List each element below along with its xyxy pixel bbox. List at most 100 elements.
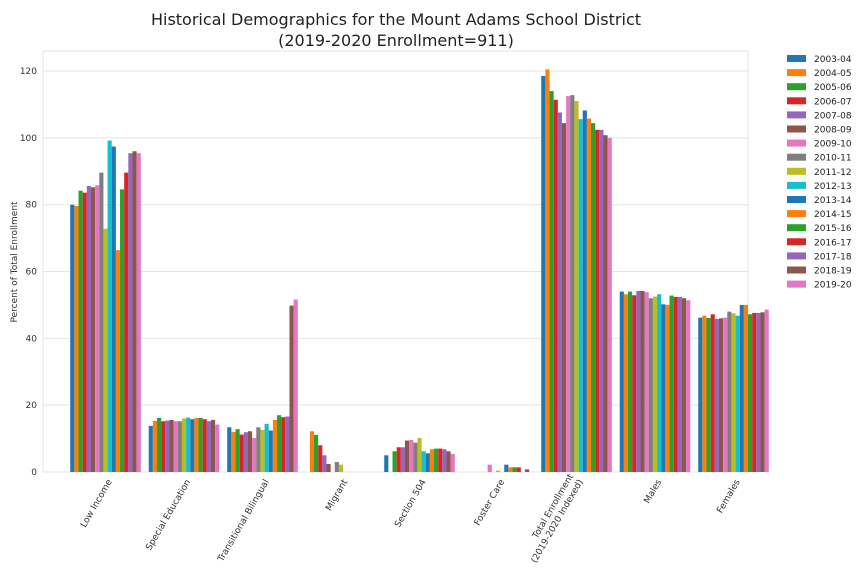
bar-2015-16-cat7 <box>669 295 674 472</box>
x-tick-label-line: Section 504 <box>393 478 429 530</box>
bar-2015-16-cat4 <box>434 448 439 472</box>
x-tick-label: Special Education <box>144 478 193 552</box>
bar-2016-17-cat8 <box>752 312 757 472</box>
bar-2013-14-cat1 <box>190 419 195 472</box>
bar-2016-17-cat0 <box>124 172 129 472</box>
legend-label: 2006-07 <box>814 97 852 107</box>
bar-2007-08-cat4 <box>400 447 405 472</box>
bar-2018-19-cat7 <box>681 298 687 472</box>
y-tick-labels: 0 20 40 60 80 100 120 <box>20 67 37 478</box>
bar-2015-16-cat2 <box>277 415 282 472</box>
bar-2008-09-cat0 <box>90 187 96 472</box>
bar-2017-18-cat8 <box>756 312 761 472</box>
bar-2017-18-cat7 <box>677 296 682 472</box>
y-axis-label: Percent of Total Enrollment <box>10 201 20 323</box>
bar-2013-14-cat4 <box>425 453 430 472</box>
bar-2016-17-cat5 <box>516 467 521 472</box>
bar-2003-04-cat6 <box>541 76 546 472</box>
x-tick-label: Males <box>643 478 665 506</box>
bar-2010-11-cat0 <box>99 172 104 472</box>
bar-2011-12-cat3 <box>338 464 344 472</box>
bar-2015-16-cat8 <box>748 314 753 472</box>
bars <box>70 69 769 473</box>
bar-2016-17-cat2 <box>281 417 286 472</box>
bar-2007-08-cat8 <box>714 318 719 472</box>
bar-2016-17-cat6 <box>595 129 600 472</box>
legend-label: 2018-19 <box>814 267 852 277</box>
bar-2005-06-cat4 <box>392 451 397 472</box>
y-tick-label: 120 <box>20 67 37 77</box>
bar-2012-13-cat0 <box>107 140 112 473</box>
bar-2010-11-cat7 <box>648 298 653 472</box>
bar-2004-05-cat3 <box>309 431 315 472</box>
bar-2013-14-cat6 <box>582 110 587 472</box>
bar-2018-19-cat8 <box>760 312 765 472</box>
legend-label: 2010-11 <box>814 154 852 164</box>
y-tick-label: 0 <box>31 468 37 478</box>
bar-2010-11-cat3 <box>334 461 339 472</box>
bar-2016-17-cat7 <box>673 296 678 472</box>
bar-2008-09-cat3 <box>326 463 331 472</box>
legend-swatch <box>787 266 806 274</box>
legend-swatch <box>787 125 806 133</box>
bar-2014-15-cat5 <box>508 467 513 472</box>
legend-swatch <box>787 280 806 288</box>
bar-2010-11-cat6 <box>570 95 575 472</box>
legend-label: 2013-14 <box>814 196 852 206</box>
bar-2008-09-cat1 <box>169 419 174 472</box>
bar-2019-20-cat8 <box>764 309 769 472</box>
bar-2007-08-cat1 <box>165 420 170 472</box>
bar-2013-14-cat5 <box>504 464 509 472</box>
x-tick-label-line: Low Income <box>79 478 115 530</box>
y-tick-label: 60 <box>26 268 38 278</box>
y-tick-label: 100 <box>20 134 37 144</box>
bar-2011-12-cat6 <box>574 101 579 473</box>
bar-2014-15-cat6 <box>586 118 592 473</box>
legend-label: 2003-04 <box>814 55 852 65</box>
bar-2011-12-cat8 <box>731 313 736 472</box>
bar-2006-07-cat1 <box>161 421 166 472</box>
legend-label: 2012-13 <box>814 182 852 192</box>
bar-2006-07-cat2 <box>239 434 244 472</box>
bar-2004-05-cat6 <box>545 69 550 472</box>
bar-2010-11-cat8 <box>727 311 732 472</box>
bar-2012-13-cat7 <box>657 294 662 472</box>
bar-2019-20-cat6 <box>607 137 612 472</box>
bar-2018-19-cat6 <box>603 135 608 472</box>
legend-swatch <box>787 167 806 175</box>
bar-2010-11-cat2 <box>256 427 261 472</box>
x-tick-label: Section 504 <box>393 478 429 530</box>
legend-label: 2005-06 <box>814 83 852 93</box>
bar-2017-18-cat6 <box>599 129 604 472</box>
bar-2005-06-cat7 <box>628 291 633 472</box>
bar-2004-05-cat1 <box>152 420 158 472</box>
legend-label: 2004-05 <box>814 69 852 79</box>
x-tick-label-line: Transitional Bilingual <box>216 478 272 565</box>
bar-2019-20-cat4 <box>450 453 455 472</box>
x-tick-label: Foster Care <box>473 478 508 528</box>
x-tick-label: Low Income <box>79 478 115 530</box>
bar-2006-07-cat8 <box>710 314 715 472</box>
bar-2018-19-cat4 <box>446 451 451 472</box>
bar-2007-08-cat3 <box>322 455 327 472</box>
bar-2013-14-cat8 <box>739 304 744 472</box>
x-tick-label: Migrant <box>324 478 350 513</box>
chart-title-line1: Historical Demographics for the Mount Ad… <box>151 10 641 29</box>
bar-2007-08-cat2 <box>243 432 248 472</box>
bar-2014-15-cat1 <box>194 417 199 472</box>
legend-label: 2011-12 <box>814 168 852 178</box>
bar-2019-20-cat0 <box>136 153 141 473</box>
bar-2017-18-cat1 <box>206 421 211 472</box>
bar-2005-06-cat1 <box>157 417 162 472</box>
bar-2010-11-cat4 <box>413 442 418 472</box>
bar-2006-07-cat0 <box>82 192 87 473</box>
legend-swatch <box>787 252 806 260</box>
bar-2015-16-cat0 <box>120 189 125 472</box>
chart-title-line2: (2019-2020 Enrollment=911) <box>278 31 514 50</box>
bar-2007-08-cat0 <box>86 185 91 473</box>
bar-2003-04-cat8 <box>698 317 703 472</box>
bar-2012-13-cat4 <box>421 451 426 472</box>
bar-2008-09-cat8 <box>718 318 724 472</box>
bar-2019-20-cat7 <box>686 300 691 472</box>
bar-2005-06-cat0 <box>78 190 83 473</box>
